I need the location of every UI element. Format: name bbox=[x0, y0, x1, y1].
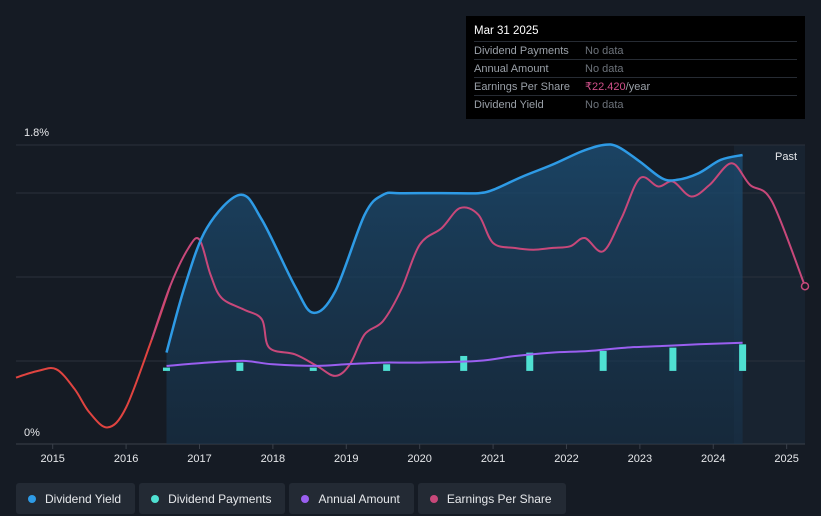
tooltip-value: No data bbox=[585, 62, 624, 75]
eps-line bbox=[150, 162, 806, 377]
dividend-payment-bar bbox=[599, 350, 607, 371]
dividend-yield-area-fill bbox=[166, 144, 743, 444]
tooltip-row-dividend-yield: Dividend Yield No data bbox=[474, 95, 797, 113]
tooltip-value: ₹22.420/year bbox=[585, 80, 650, 93]
legend-dividend-payments[interactable]: Dividend Payments bbox=[139, 483, 286, 514]
dividend-yield-line bbox=[165, 143, 743, 353]
legend-dot-icon bbox=[151, 494, 160, 503]
dividend-payment-bar bbox=[460, 355, 468, 371]
legend-earnings-per-share[interactable]: Earnings Per Share bbox=[417, 483, 566, 514]
dividend-payment-bar bbox=[309, 367, 317, 371]
x-tick-label: 2020 bbox=[407, 453, 431, 465]
series-lines bbox=[15, 143, 810, 429]
annual-amount-line bbox=[166, 341, 743, 367]
x-tick-label: 2024 bbox=[701, 453, 725, 465]
dividend-payment-bar bbox=[162, 367, 170, 371]
dividend-payment-bar bbox=[383, 364, 391, 371]
x-tick-label: 2018 bbox=[261, 453, 285, 465]
legend-annual-amount[interactable]: Annual Amount bbox=[289, 483, 414, 514]
dividend-history-chart: 2015 2016 2017 2018 2019 2020 2021 2022 2023 2024… bbox=[15, 127, 810, 465]
x-tick-label: 2025 bbox=[774, 453, 798, 465]
eps-end-marker bbox=[800, 281, 810, 291]
tooltip-row-dividend-payments: Dividend Payments No data bbox=[474, 41, 797, 59]
legend-dot-icon bbox=[429, 494, 438, 503]
tooltip-panel: Mar 31 2025 Dividend Payments No data An… bbox=[466, 16, 805, 119]
legend-label: Earnings Per Share bbox=[446, 491, 552, 506]
x-tick-label: 2017 bbox=[187, 453, 211, 465]
x-tick-label: 2015 bbox=[40, 453, 64, 465]
legend-dividend-yield[interactable]: Dividend Yield bbox=[16, 483, 136, 514]
x-tick-label: 2016 bbox=[114, 453, 138, 465]
legend-label: Dividend Payments bbox=[168, 491, 272, 506]
tooltip-row-annual-amount: Annual Amount No data bbox=[474, 59, 797, 77]
past-shade bbox=[734, 145, 805, 444]
dividend-payment-bar bbox=[739, 344, 747, 371]
dividend-payments-bars bbox=[162, 344, 747, 371]
eps-unit: /year bbox=[625, 81, 651, 93]
legend-label: Dividend Yield bbox=[45, 491, 122, 506]
y-axis-bottom-label: 0% bbox=[24, 427, 40, 439]
dividend-payment-bar bbox=[526, 352, 534, 371]
legend-dot-icon bbox=[28, 494, 36, 503]
x-tick-label: 2022 bbox=[554, 453, 578, 465]
eps-line-early bbox=[15, 285, 172, 429]
tooltip-date: Mar 31 2025 bbox=[474, 25, 539, 37]
x-tick-label: 2021 bbox=[481, 453, 505, 465]
past-label: Past bbox=[775, 151, 797, 163]
dividend-yield-area bbox=[166, 144, 743, 444]
dividend-payment-bar bbox=[236, 362, 244, 371]
dividend-payment-bar bbox=[669, 347, 677, 371]
chart-legend: Dividend Yield Dividend Payments Annual … bbox=[16, 483, 566, 514]
tooltip-value: No data bbox=[585, 44, 624, 57]
y-axis-top-label: 1.8% bbox=[24, 127, 49, 139]
tooltip-row-earnings-per-share: Earnings Per Share ₹22.420/year bbox=[474, 77, 797, 95]
tooltip-label: Earnings Per Share bbox=[474, 80, 570, 93]
legend-label: Annual Amount bbox=[318, 491, 400, 506]
tooltip-value: No data bbox=[585, 98, 624, 111]
x-axis: 2015 2016 2017 2018 2019 2020 2021 2022 2023 2024… bbox=[40, 444, 799, 465]
tooltip-label: Dividend Yield bbox=[474, 98, 544, 111]
tooltip-label: Annual Amount bbox=[474, 62, 549, 75]
tooltip-label: Dividend Payments bbox=[474, 44, 569, 57]
x-tick-label: 2019 bbox=[334, 453, 358, 465]
eps-value: ₹22.420 bbox=[585, 81, 626, 93]
legend-dot-icon bbox=[301, 494, 310, 503]
x-tick-label: 2023 bbox=[628, 453, 652, 465]
